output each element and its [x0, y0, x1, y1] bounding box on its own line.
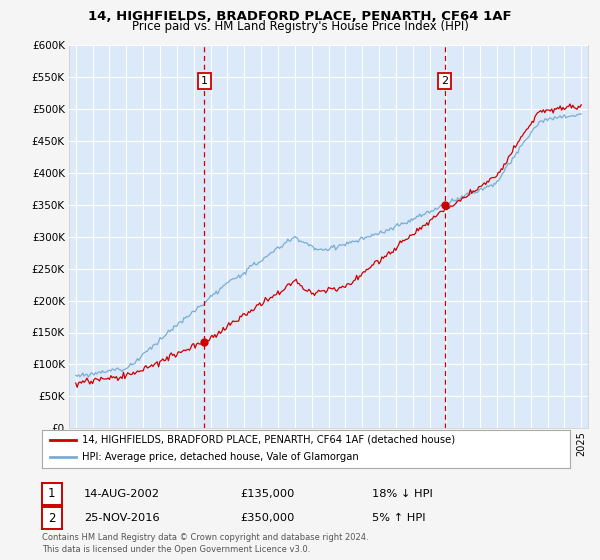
Text: 25-NOV-2016: 25-NOV-2016 — [84, 513, 160, 523]
Text: 14, HIGHFIELDS, BRADFORD PLACE, PENARTH, CF64 1AF: 14, HIGHFIELDS, BRADFORD PLACE, PENARTH,… — [88, 10, 512, 22]
Text: 2: 2 — [441, 76, 448, 86]
Text: £135,000: £135,000 — [240, 489, 295, 499]
Text: 1: 1 — [200, 76, 208, 86]
Text: 5% ↑ HPI: 5% ↑ HPI — [372, 513, 425, 523]
Text: HPI: Average price, detached house, Vale of Glamorgan: HPI: Average price, detached house, Vale… — [82, 452, 358, 463]
Text: This data is licensed under the Open Government Licence v3.0.: This data is licensed under the Open Gov… — [42, 545, 310, 554]
Text: 2: 2 — [48, 511, 56, 525]
Text: £350,000: £350,000 — [240, 513, 295, 523]
Text: 1: 1 — [48, 487, 56, 501]
Text: 14-AUG-2002: 14-AUG-2002 — [84, 489, 160, 499]
Text: Contains HM Land Registry data © Crown copyright and database right 2024.: Contains HM Land Registry data © Crown c… — [42, 533, 368, 542]
Text: 14, HIGHFIELDS, BRADFORD PLACE, PENARTH, CF64 1AF (detached house): 14, HIGHFIELDS, BRADFORD PLACE, PENARTH,… — [82, 435, 455, 445]
Text: Price paid vs. HM Land Registry's House Price Index (HPI): Price paid vs. HM Land Registry's House … — [131, 20, 469, 33]
Text: 18% ↓ HPI: 18% ↓ HPI — [372, 489, 433, 499]
